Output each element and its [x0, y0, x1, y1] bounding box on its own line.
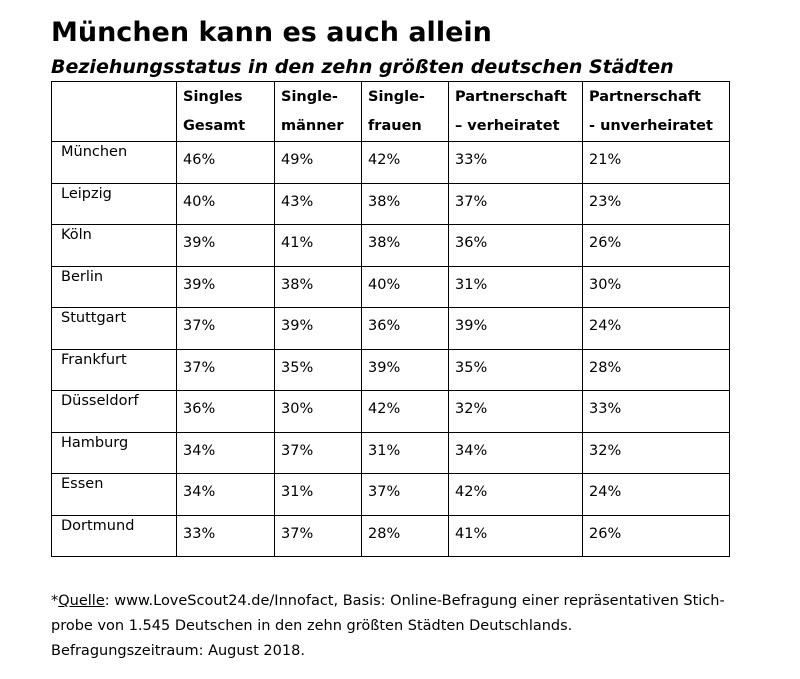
value-cell: 39% — [176, 224, 275, 267]
value-cell: 30% — [582, 265, 730, 308]
city-cell: Dortmund — [51, 514, 177, 557]
value-cell: 26% — [582, 224, 730, 267]
value-cell: 37% — [274, 431, 362, 474]
value-cell: 40% — [361, 265, 449, 308]
value-cell: 37% — [361, 473, 449, 516]
footnote-line-1-text: : www.LoveScout24.de/Innofact, Basis: On… — [104, 593, 725, 609]
footnote-line-2: probe von 1.545 Deutschen in den zehn gr… — [51, 618, 573, 634]
relationship-status-table: Singles Gesamt Single-männer Single-frauen P… — [51, 81, 730, 557]
city-cell: Stuttgart — [51, 307, 177, 350]
value-cell: 37% — [176, 307, 275, 350]
table-row: Frankfurt 37% 35% 39% 35% 28% — [51, 348, 730, 391]
footnote-line-1: *Quelle: www.LoveScout24.de/Innofact, Ba… — [51, 589, 771, 614]
header-label-line: Gesamt — [183, 118, 246, 134]
table-row: Essen 34% 31% 37% 42% 24% — [51, 473, 730, 516]
value-cell: 39% — [361, 348, 449, 391]
city-cell: Berlin — [51, 265, 177, 308]
page-title: München kann es auch allein — [51, 17, 492, 48]
source-link[interactable]: Quelle — [58, 593, 105, 609]
value-cell: 46% — [176, 141, 275, 184]
value-cell: 28% — [361, 514, 449, 557]
value-cell: 42% — [361, 390, 449, 433]
table-row: Berlin 39% 38% 40% 31% 30% — [51, 265, 730, 308]
value-cell: 34% — [176, 431, 275, 474]
page-subtitle: Beziehungsstatus in den zehn größten deu… — [51, 56, 674, 78]
value-cell: 41% — [274, 224, 362, 267]
table-body: München 46% 49% 42% 33% 21% Leipzig 40% 43% 38% 37… — [51, 141, 730, 557]
value-cell: 34% — [448, 431, 583, 474]
header-cell-1: Singles Gesamt — [176, 81, 275, 142]
value-cell: 39% — [176, 265, 275, 308]
value-cell: 24% — [582, 307, 730, 350]
value-cell: 49% — [274, 141, 362, 184]
value-cell: 43% — [274, 182, 362, 225]
value-cell: 37% — [274, 514, 362, 557]
value-cell: 26% — [582, 514, 730, 557]
city-cell: Frankfurt — [51, 348, 177, 391]
table-row: Dortmund 33% 37% 28% 41% 26% — [51, 514, 730, 557]
value-cell: 35% — [274, 348, 362, 391]
value-cell: 42% — [361, 141, 449, 184]
value-cell: 41% — [448, 514, 583, 557]
city-cell: Hamburg — [51, 431, 177, 474]
header-label-line: männer — [281, 118, 344, 134]
header-cell-city — [51, 81, 177, 142]
value-cell: 34% — [176, 473, 275, 516]
header-label-line: Partnerschaft — [455, 89, 567, 105]
value-cell: 33% — [448, 141, 583, 184]
city-cell: München — [51, 141, 177, 184]
header-label-line: Partnerschaft — [589, 89, 701, 105]
city-cell: Essen — [51, 473, 177, 516]
value-cell: 38% — [274, 265, 362, 308]
value-cell: 23% — [582, 182, 730, 225]
table-row: Leipzig 40% 43% 38% 37% 23% — [51, 182, 730, 225]
footnote-line-3: Befragungszeitraum: August 2018. — [51, 643, 305, 659]
header-label-line: - unverheiratet — [589, 118, 713, 134]
value-cell: 28% — [582, 348, 730, 391]
value-cell: 36% — [448, 224, 583, 267]
footnote-asterisk: * — [51, 593, 59, 609]
table-row: Stuttgart 37% 39% 36% 39% 24% — [51, 307, 730, 350]
value-cell: 24% — [582, 473, 730, 516]
table-row: München 46% 49% 42% 33% 21% — [51, 141, 730, 184]
city-cell: Leipzig — [51, 182, 177, 225]
header-label-line: frauen — [368, 118, 422, 134]
value-cell: 21% — [582, 141, 730, 184]
value-cell: 38% — [361, 224, 449, 267]
city-cell: Düsseldorf — [51, 390, 177, 433]
header-cell-4: Partnerschaft – verheiratet — [448, 81, 583, 142]
value-cell: 42% — [448, 473, 583, 516]
value-cell: 39% — [274, 307, 362, 350]
value-cell: 35% — [448, 348, 583, 391]
value-cell: 40% — [176, 182, 275, 225]
header-cell-2: Single-männer — [274, 81, 362, 142]
value-cell: 32% — [448, 390, 583, 433]
header-label-line: Single- — [281, 89, 338, 105]
value-cell: 33% — [176, 514, 275, 557]
value-cell: 31% — [448, 265, 583, 308]
header-cell-3: Single-frauen — [361, 81, 449, 142]
header-label-line: – verheiratet — [455, 118, 560, 134]
table-header-row: Singles Gesamt Single-männer Single-frauen P… — [51, 81, 730, 142]
table-row: Düsseldorf 36% 30% 42% 32% 33% — [51, 390, 730, 433]
table-row: Hamburg 34% 37% 31% 34% 32% — [51, 431, 730, 474]
header-label-line: Singles — [183, 89, 243, 105]
value-cell: 37% — [176, 348, 275, 391]
value-cell: 30% — [274, 390, 362, 433]
value-cell: 31% — [361, 431, 449, 474]
header-cell-5: Partnerschaft - unverheiratet — [582, 81, 730, 142]
header-label-line: Single- — [368, 89, 425, 105]
value-cell: 39% — [448, 307, 583, 350]
value-cell: 33% — [582, 390, 730, 433]
value-cell: 37% — [448, 182, 583, 225]
value-cell: 31% — [274, 473, 362, 516]
source-footnote: *Quelle: www.LoveScout24.de/Innofact, Ba… — [51, 589, 771, 664]
value-cell: 32% — [582, 431, 730, 474]
value-cell: 36% — [176, 390, 275, 433]
city-cell: Köln — [51, 224, 177, 267]
table-row: Köln 39% 41% 38% 36% 26% — [51, 224, 730, 267]
value-cell: 38% — [361, 182, 449, 225]
value-cell: 36% — [361, 307, 449, 350]
